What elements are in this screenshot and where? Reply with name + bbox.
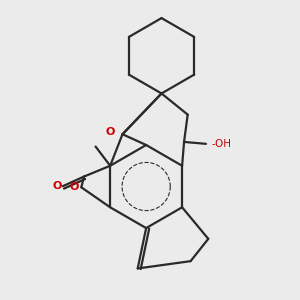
Text: -OH: -OH [212,139,232,149]
Text: O: O [70,182,79,192]
Text: O: O [52,181,62,191]
Text: O: O [106,127,115,137]
